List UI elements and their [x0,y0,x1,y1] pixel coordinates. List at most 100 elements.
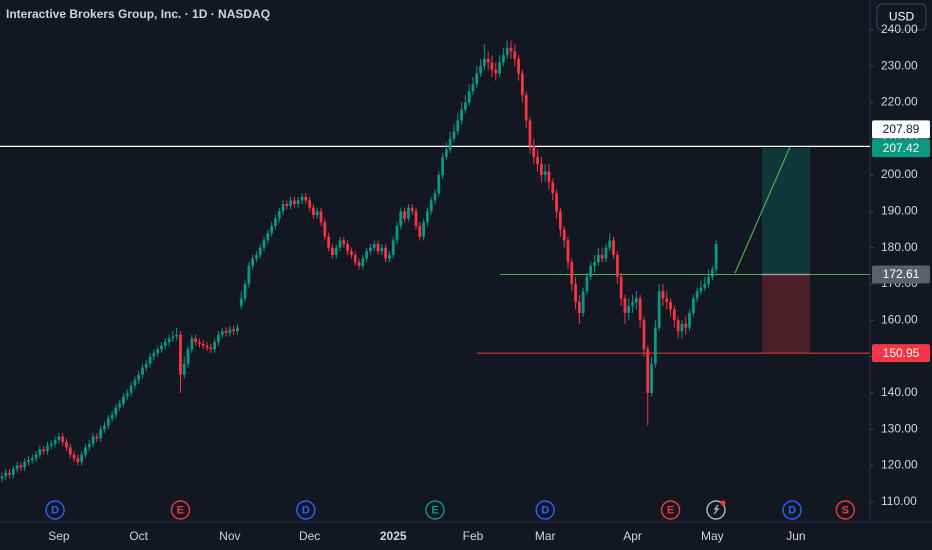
news-icon-bolt[interactable] [713,504,720,515]
y-tick-label: 220.00 [881,95,918,109]
candle-body [460,109,463,121]
candle-body [152,352,156,357]
candle-body [695,291,699,299]
candle-body [315,211,319,215]
candle-body [509,47,513,52]
y-tick-label: 230.00 [881,58,918,72]
candle-body [543,171,547,176]
x-tick-label: Feb [463,529,484,543]
candle-body [604,247,608,259]
projection-line [734,146,791,274]
candle-body [589,265,593,277]
y-tick-label: 120.00 [881,458,918,472]
chart-title: Interactive Brokers Group, Inc. · 1D · N… [6,7,270,21]
candle-body [27,460,30,462]
candle-body [612,240,615,255]
candle-body [262,240,266,248]
currency-button[interactable] [876,3,927,31]
price-label: 207.89 [883,122,920,136]
x-tick-label: Dec [299,529,320,543]
candle-body [657,291,661,328]
candle-body [209,347,213,350]
candle-body [475,73,479,85]
candle-body [23,461,27,468]
candle-body [285,204,289,206]
candle-body [106,418,110,426]
candle-body [638,298,642,321]
candle-body [274,218,277,226]
candle-body [171,336,175,339]
candle-body [239,298,243,306]
candle-body [494,69,498,74]
candle-body [562,229,566,241]
candle-body [38,449,42,455]
candle-body [300,196,304,201]
candle-body [129,385,133,393]
candle-body [498,62,501,74]
news-icon-ring[interactable] [706,500,726,520]
candle-body [517,58,520,74]
candle-body [574,283,577,303]
event-label: S [842,504,849,516]
price-label-box [872,120,930,139]
candle-body [232,329,236,332]
candle-body [547,171,551,183]
y-tick-label: 130.00 [881,421,918,435]
target-zone [762,148,810,275]
stop-zone [762,274,810,354]
candle-body [122,396,125,404]
candle-body [467,91,471,103]
candle-body [441,156,444,176]
candle-body [418,225,422,237]
event-marker [535,500,555,520]
news-icon[interactable] [706,500,726,520]
candle-body [4,472,8,477]
y-tick-label: 240.00 [881,22,918,36]
candle-body [319,211,323,223]
candle-body [524,95,528,121]
candle-body [684,323,688,328]
candle-body [391,240,395,255]
candle-body [57,436,61,441]
news-icon-dot[interactable] [720,500,726,506]
candle-body [61,436,65,442]
candle-body [110,414,114,419]
candle-body [642,320,646,350]
candle-body [479,66,482,74]
candle-body [703,283,707,288]
candle-body [395,225,399,241]
candle-body [608,240,612,248]
currency-label[interactable]: USD [889,10,915,24]
price-label: 150.95 [883,346,920,360]
candle-body [289,200,293,206]
candle-body [536,156,539,165]
candle-body [388,254,391,259]
candle-body [342,240,346,245]
candle-body [84,447,87,455]
candle-body [619,276,623,299]
x-tick-label: May [701,529,724,543]
candle-body [365,251,369,259]
candle-body [631,302,634,306]
candle-body [403,211,407,219]
candle-body [103,425,106,430]
candle-body [312,207,315,215]
candle-body [144,363,148,368]
candle-body [224,331,228,333]
candle-body [217,334,220,343]
candle-body [114,407,118,415]
x-tick-label: 2025 [380,529,407,543]
event-label: D [541,504,549,516]
candle-body [91,436,95,444]
candle-body [304,196,308,201]
candle-body [376,244,380,252]
candle-body [437,175,441,194]
x-tick-label: Nov [219,529,240,543]
candle-body [46,445,49,452]
price-label-box [872,344,930,363]
candle-body [99,429,103,439]
candle-body [87,443,91,448]
candle-body [380,247,384,252]
